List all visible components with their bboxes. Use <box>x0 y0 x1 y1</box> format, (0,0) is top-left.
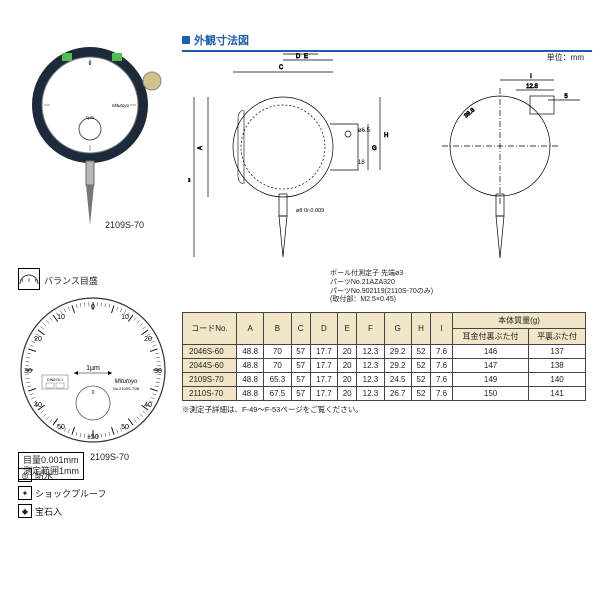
svg-text:1µm: 1µm <box>86 115 95 120</box>
square-icon <box>182 36 190 44</box>
section-title: 外観寸法図 <box>194 32 249 48</box>
dimension-diagram: A B C E D G H ø6.5 18 ø8 0/-0.009 <box>182 50 592 308</box>
table-footnote: ※測定子詳細は、F-49〜F-53ページをご覧ください。 <box>182 404 592 415</box>
jewel-icon: ◆ <box>18 504 32 518</box>
svg-text:Mitutoyo: Mitutoyo <box>112 103 130 108</box>
svg-text:A: A <box>198 146 204 150</box>
table-row: 2044S-6048.8705717.72012.329.2527.614713… <box>183 359 586 373</box>
table-header-row: コードNo. A B C D E F G H I 本体質量(g) <box>183 313 586 329</box>
note4: (取付部：M2.5×0.45) <box>330 296 433 305</box>
diagram-front-view: A B C E D G H ø6.5 18 ø8 0/-0.009 <box>188 52 408 272</box>
svg-text:H: H <box>384 133 388 139</box>
feature-shockproof: ✦ ショックプルーフ <box>18 486 106 500</box>
svg-text:C: C <box>279 65 284 71</box>
svg-text:1µm: 1µm <box>86 365 100 372</box>
svg-text:D: D <box>296 54 301 60</box>
feature-waterproof: ◎ 防水 <box>18 468 53 482</box>
th-code: コードNo. <box>183 313 237 345</box>
table-row: 2046S-6048.8705717.72012.329.2527.614613… <box>183 345 586 359</box>
note2: パーツNo.21AZA320 <box>330 279 433 288</box>
svg-text:No.2109S-70B: No.2109S-70B <box>113 386 140 391</box>
waterproof-icon: ◎ <box>18 468 32 482</box>
dial-model-label: 2109S-70 <box>90 452 129 462</box>
svg-text:ø6.5: ø6.5 <box>358 128 371 134</box>
svg-text:Mitutoyo: Mitutoyo <box>115 379 138 385</box>
dimension-table: コードNo. A B C D E F G H I 本体質量(g) 耳金付裏ぶた付… <box>182 312 586 401</box>
diagram-notes: ボール付測定子 先端ø3 パーツNo.21AZA320 パーツNo.902119… <box>330 270 433 305</box>
svg-text:20: 20 <box>34 336 42 343</box>
table-row: 2109S-7048.865.35717.72012.324.5527.6149… <box>183 373 586 387</box>
svg-text:0: 0 <box>89 61 92 67</box>
svg-text:5: 5 <box>564 94 568 100</box>
right-column: 外観寸法図 単位：mm A B C E D <box>182 32 592 415</box>
svg-text:B: B <box>188 178 192 182</box>
balance-scale-label: バランス目盛 <box>44 274 98 287</box>
note3: パーツNo.902119(2110S-70のみ) <box>330 288 433 297</box>
svg-text:18: 18 <box>358 160 365 166</box>
svg-text:12.8: 12.8 <box>526 84 538 90</box>
note1: ボール付測定子 先端ø3 <box>330 270 433 279</box>
table-row: 2110S-7048.867.55717.72012.326.7527.6150… <box>183 387 586 401</box>
feature-label: ショックプルーフ <box>35 487 106 500</box>
svg-text:I: I <box>530 74 532 80</box>
photo-label: 2109S-70 <box>105 220 144 230</box>
svg-text:20: 20 <box>144 336 152 343</box>
svg-text:E: E <box>304 54 308 60</box>
shockproof-icon: ✦ <box>18 486 32 500</box>
balance-scale-badge <box>18 268 40 290</box>
product-photo: 0 1µm Mitutoyo <box>20 25 170 225</box>
svg-text:0: 0 <box>92 390 95 396</box>
feature-jewel: ◆ 宝石入 <box>18 504 62 518</box>
section-header: 外観寸法図 <box>182 32 592 48</box>
feature-label: 宝石入 <box>35 505 62 518</box>
svg-text:38.8: 38.8 <box>463 107 476 120</box>
svg-text:G: G <box>372 146 377 152</box>
svg-text:ø8 0/-0.009: ø8 0/-0.009 <box>296 208 324 214</box>
feature-label: 防水 <box>35 469 53 482</box>
page: 0 1µm Mitutoyo 2109S-70 バランス目盛 0 1010 20… <box>0 0 600 600</box>
spec-line1: 目量0.001mm <box>23 455 79 466</box>
diagram-side-view: 12.8 5 I 38.8 <box>420 58 585 268</box>
dial-face: 0 1010 2020 3030 4040 5050 ±50 1µm 0 Mit… <box>18 295 168 445</box>
svg-text:DIN878-1: DIN878-1 <box>47 378 63 382</box>
